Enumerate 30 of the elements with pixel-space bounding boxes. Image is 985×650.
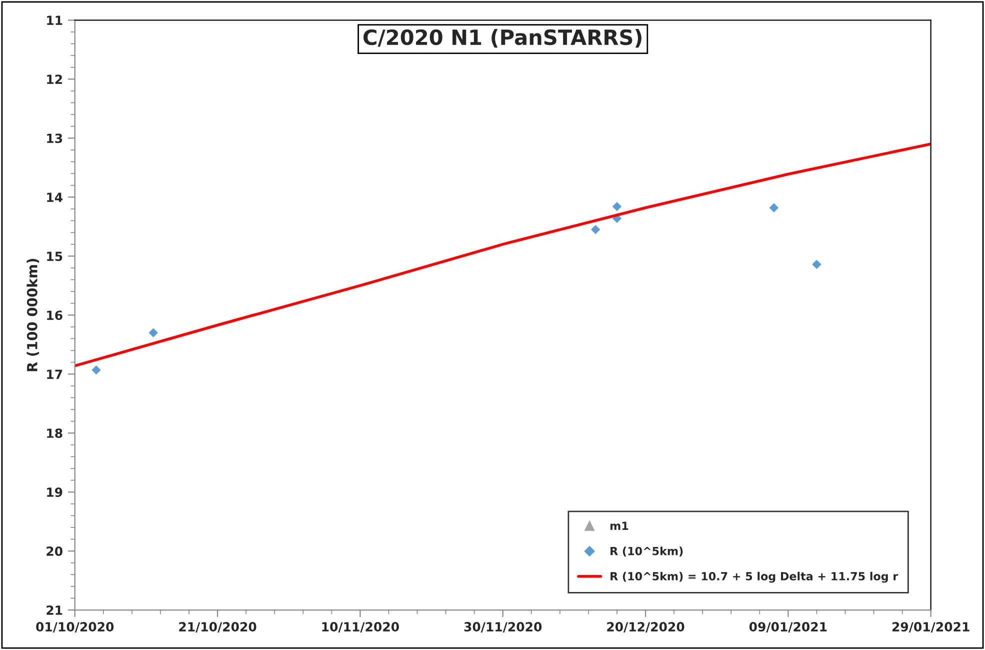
x-tick-label: 09/01/2021 <box>749 622 827 632</box>
x-tick-label: 29/01/2021 <box>892 622 970 632</box>
legend-label: m1 <box>610 522 628 530</box>
y-tick-label: 13 <box>47 134 62 144</box>
point <box>769 203 779 212</box>
y-tick-label: 14 <box>47 192 62 202</box>
legend-label: R (10^5km) = 10.7 + 5 log Delta + 11.75 log r <box>610 572 898 583</box>
line-series <box>74 142 931 368</box>
x-tick-label: 10/11/2020 <box>322 622 399 632</box>
point <box>612 202 622 212</box>
chart-title: C/2020 N1 (PanSTARRS) <box>363 29 642 48</box>
y-axis-title: R (100 000km) <box>26 258 40 372</box>
x-tick-label: 30/11/2020 <box>464 622 542 632</box>
x-tick-label: 20/12/2020 <box>607 622 684 632</box>
legend-label: R (10^5km) <box>610 546 683 557</box>
x-tick-label: 21/10/2020 <box>179 622 256 632</box>
y-tick-label: 20 <box>46 546 62 556</box>
point <box>92 365 101 375</box>
y-tick-label: 11 <box>47 16 62 25</box>
y-tick-label: 19 <box>47 488 62 497</box>
point <box>148 328 158 338</box>
y-tick-label: 18 <box>47 428 62 438</box>
x-tick-label: 01/10/2020 <box>36 622 114 632</box>
point <box>812 260 822 269</box>
point <box>590 224 600 234</box>
y-tick-label: 12 <box>47 74 62 84</box>
y-tick-label: 15 <box>47 252 62 262</box>
y-tick-label: 17 <box>47 370 62 379</box>
y-tick-label: 21 <box>46 605 62 615</box>
y-tick-label: 16 <box>47 310 62 320</box>
